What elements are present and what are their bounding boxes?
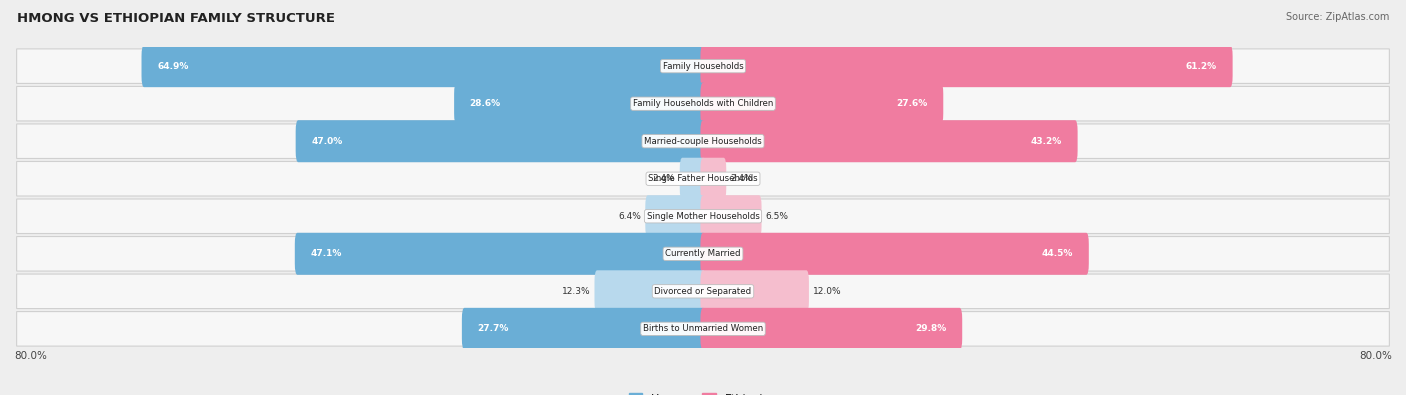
Text: 43.2%: 43.2% (1031, 137, 1062, 146)
FancyBboxPatch shape (700, 308, 962, 350)
Text: 47.1%: 47.1% (311, 249, 342, 258)
FancyBboxPatch shape (645, 195, 706, 237)
FancyBboxPatch shape (700, 83, 943, 125)
Text: Source: ZipAtlas.com: Source: ZipAtlas.com (1285, 12, 1389, 22)
Text: 27.7%: 27.7% (478, 324, 509, 333)
FancyBboxPatch shape (142, 45, 706, 87)
Text: Births to Unmarried Women: Births to Unmarried Women (643, 324, 763, 333)
Text: 2.4%: 2.4% (652, 174, 675, 183)
FancyBboxPatch shape (461, 308, 706, 350)
FancyBboxPatch shape (295, 233, 706, 275)
FancyBboxPatch shape (700, 233, 1088, 275)
Text: 80.0%: 80.0% (1360, 351, 1392, 361)
Text: HMONG VS ETHIOPIAN FAMILY STRUCTURE: HMONG VS ETHIOPIAN FAMILY STRUCTURE (17, 12, 335, 25)
Text: 29.8%: 29.8% (915, 324, 946, 333)
Text: Currently Married: Currently Married (665, 249, 741, 258)
FancyBboxPatch shape (700, 120, 1077, 162)
FancyBboxPatch shape (17, 124, 1389, 158)
Text: 6.5%: 6.5% (766, 212, 789, 221)
FancyBboxPatch shape (700, 45, 1233, 87)
Text: 6.4%: 6.4% (619, 212, 641, 221)
FancyBboxPatch shape (295, 120, 706, 162)
Text: 44.5%: 44.5% (1042, 249, 1073, 258)
Text: 80.0%: 80.0% (14, 351, 46, 361)
FancyBboxPatch shape (679, 158, 706, 200)
Text: Single Father Households: Single Father Households (648, 174, 758, 183)
Text: 12.3%: 12.3% (561, 287, 591, 296)
Text: 47.0%: 47.0% (311, 137, 343, 146)
FancyBboxPatch shape (17, 162, 1389, 196)
Text: 2.4%: 2.4% (731, 174, 754, 183)
FancyBboxPatch shape (17, 312, 1389, 346)
Text: Divorced or Separated: Divorced or Separated (654, 287, 752, 296)
FancyBboxPatch shape (700, 158, 727, 200)
Legend: Hmong, Ethiopian: Hmong, Ethiopian (624, 389, 782, 395)
Text: 28.6%: 28.6% (470, 99, 501, 108)
Text: Family Households with Children: Family Households with Children (633, 99, 773, 108)
Text: Family Households: Family Households (662, 62, 744, 71)
Text: Single Mother Households: Single Mother Households (647, 212, 759, 221)
FancyBboxPatch shape (595, 270, 706, 312)
Text: 27.6%: 27.6% (897, 99, 928, 108)
FancyBboxPatch shape (17, 87, 1389, 121)
Text: Married-couple Households: Married-couple Households (644, 137, 762, 146)
FancyBboxPatch shape (700, 270, 808, 312)
Text: 64.9%: 64.9% (157, 62, 188, 71)
FancyBboxPatch shape (17, 274, 1389, 308)
Text: 61.2%: 61.2% (1187, 62, 1218, 71)
FancyBboxPatch shape (17, 199, 1389, 233)
FancyBboxPatch shape (700, 195, 762, 237)
Text: 12.0%: 12.0% (813, 287, 842, 296)
FancyBboxPatch shape (17, 49, 1389, 83)
FancyBboxPatch shape (454, 83, 706, 125)
FancyBboxPatch shape (17, 237, 1389, 271)
